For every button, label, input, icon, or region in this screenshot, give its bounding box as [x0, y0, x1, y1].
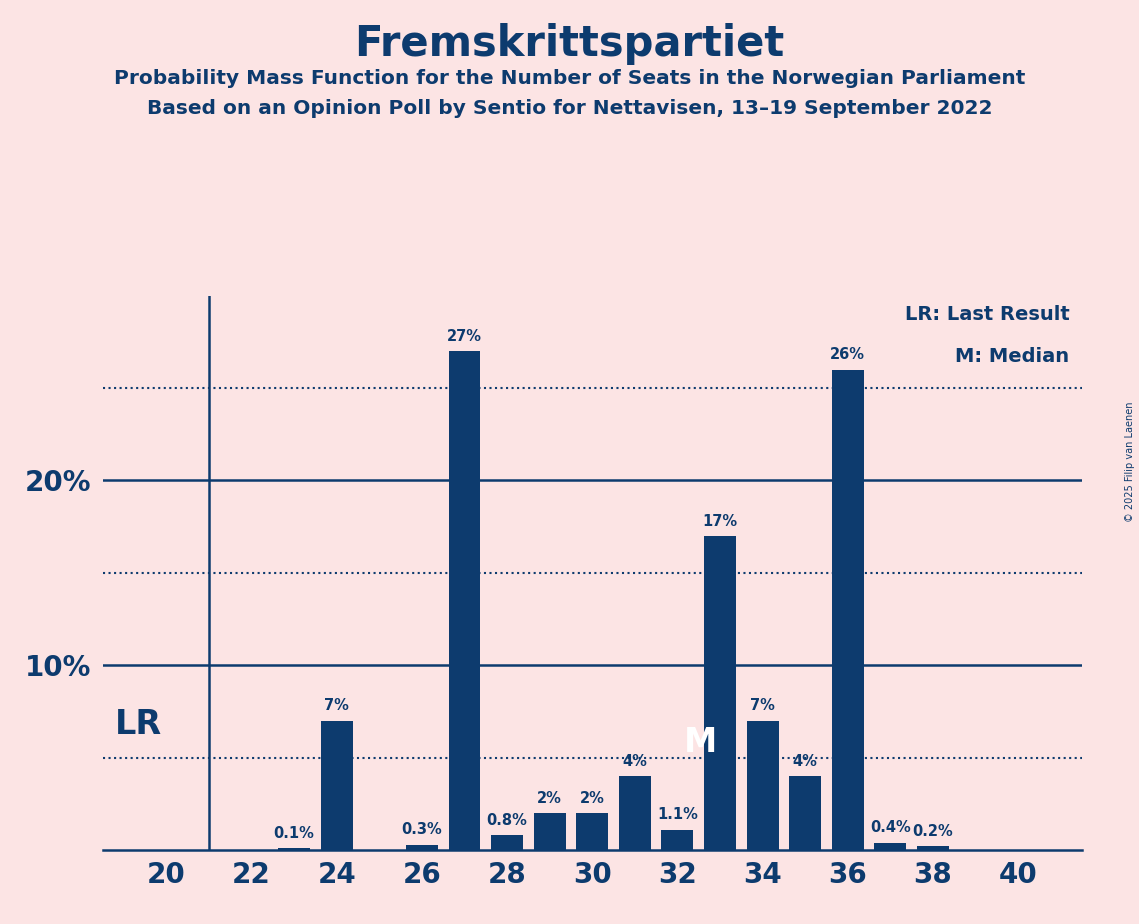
- Bar: [789, 776, 821, 850]
- Text: 17%: 17%: [703, 514, 738, 529]
- Bar: [704, 536, 736, 850]
- Text: 4%: 4%: [622, 754, 647, 769]
- Bar: [747, 721, 779, 850]
- Bar: [662, 830, 694, 850]
- Text: M: M: [685, 726, 718, 760]
- Bar: [405, 845, 437, 850]
- Text: Probability Mass Function for the Number of Seats in the Norwegian Parliament: Probability Mass Function for the Number…: [114, 69, 1025, 89]
- Text: LR: LR: [115, 708, 162, 741]
- Bar: [917, 846, 949, 850]
- Bar: [321, 721, 353, 850]
- Bar: [576, 813, 608, 850]
- Bar: [278, 848, 310, 850]
- Text: Fremskrittspartiet: Fremskrittspartiet: [354, 23, 785, 65]
- Text: 26%: 26%: [830, 347, 866, 362]
- Bar: [618, 776, 650, 850]
- Text: 0.8%: 0.8%: [486, 813, 527, 828]
- Text: 7%: 7%: [751, 699, 775, 713]
- Text: 0.2%: 0.2%: [912, 824, 953, 839]
- Text: 2%: 2%: [538, 791, 563, 806]
- Text: 4%: 4%: [793, 754, 818, 769]
- Bar: [449, 351, 481, 850]
- Bar: [534, 813, 566, 850]
- Text: 27%: 27%: [446, 329, 482, 344]
- Text: © 2025 Filip van Laenen: © 2025 Filip van Laenen: [1125, 402, 1134, 522]
- Text: Based on an Opinion Poll by Sentio for Nettavisen, 13–19 September 2022: Based on an Opinion Poll by Sentio for N…: [147, 99, 992, 118]
- Text: 1.1%: 1.1%: [657, 808, 698, 822]
- Text: 0.3%: 0.3%: [402, 822, 442, 837]
- Text: LR: Last Result: LR: Last Result: [904, 305, 1070, 324]
- Text: 7%: 7%: [325, 699, 350, 713]
- Text: 0.4%: 0.4%: [870, 821, 911, 835]
- Bar: [875, 843, 907, 850]
- Text: 0.1%: 0.1%: [273, 826, 314, 841]
- Bar: [491, 835, 523, 850]
- Text: M: Median: M: Median: [956, 347, 1070, 367]
- Text: 2%: 2%: [580, 791, 605, 806]
- Bar: [831, 370, 863, 850]
